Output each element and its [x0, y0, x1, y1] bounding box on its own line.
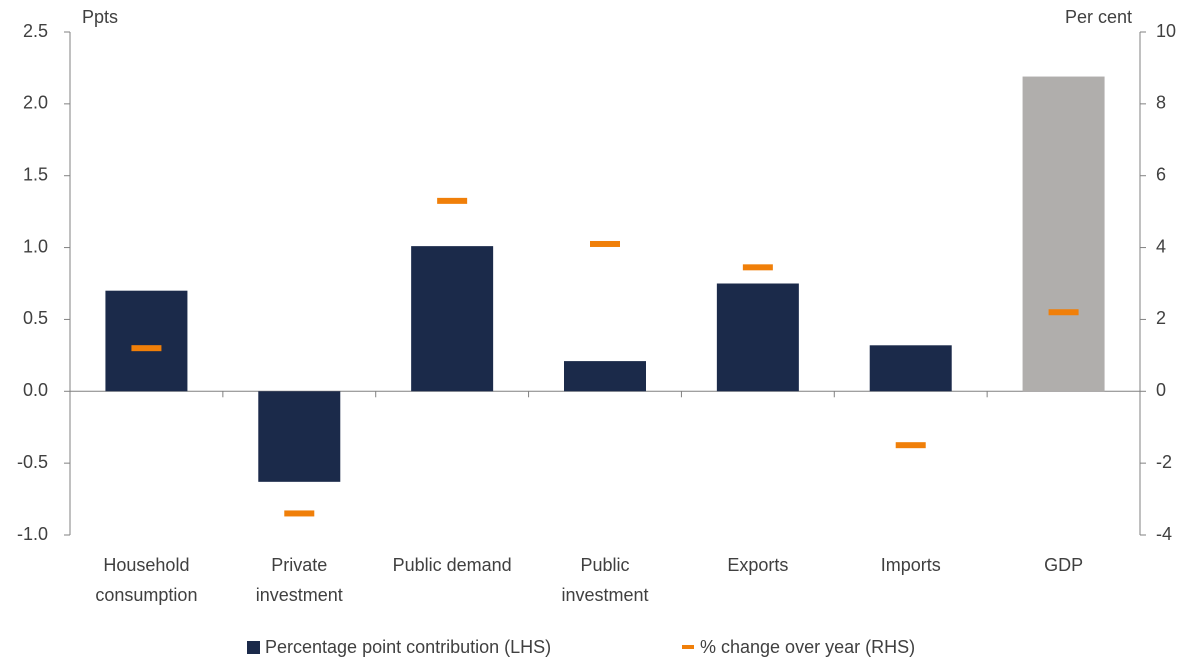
- y2-tick-label: -4: [1156, 524, 1172, 544]
- x-tick-label: Exports: [727, 555, 788, 575]
- x-tick-label: Private investment: [256, 555, 343, 605]
- x-tick-label: Public demand: [393, 555, 512, 575]
- marker: [742, 264, 773, 271]
- legend-label: % change over year (RHS): [700, 637, 915, 657]
- y2-tick-label: 10: [1156, 21, 1176, 41]
- marker: [590, 240, 620, 247]
- marker: [1048, 309, 1079, 316]
- y-tick-label: -1.0: [17, 524, 48, 544]
- marker: [284, 510, 315, 517]
- y2-tick-label: 4: [1156, 236, 1166, 256]
- bar: [105, 290, 188, 392]
- y-tick-label: 0.0: [23, 380, 48, 400]
- legend-label: Percentage point contribution (LHS): [265, 637, 551, 657]
- x-tick-label: Public investment: [561, 555, 648, 605]
- marker: [895, 442, 926, 449]
- y2-tick-label: 8: [1156, 93, 1166, 113]
- x-tick-label: GDP: [1044, 555, 1083, 575]
- y-tick-label: 2.0: [23, 93, 48, 113]
- bar: [1022, 76, 1105, 392]
- bar: [258, 391, 341, 482]
- legend-swatch: [247, 641, 260, 654]
- y-tick-label: 2.5: [23, 21, 48, 41]
- x-tick-label: Imports: [881, 555, 941, 575]
- bar: [564, 361, 646, 392]
- bar: [716, 283, 799, 392]
- legend-swatch: [682, 645, 694, 649]
- y2-tick-label: 0: [1156, 380, 1166, 400]
- marker: [437, 197, 468, 204]
- marker: [131, 345, 162, 352]
- y-tick-label: 0.5: [23, 308, 48, 328]
- y2-tick-label: -2: [1156, 452, 1172, 472]
- y2-tick-label: 6: [1156, 164, 1166, 184]
- y-tick-label: -0.5: [17, 452, 48, 472]
- y-tick-label: 1.5: [23, 164, 48, 184]
- x-tick-label: Household consumption: [95, 555, 197, 605]
- y-axis-label: Ppts: [82, 7, 118, 27]
- y-tick-label: 1.0: [23, 236, 48, 256]
- y2-tick-label: 2: [1156, 308, 1166, 328]
- y2-axis-label: Per cent: [1065, 7, 1132, 27]
- bar: [869, 345, 952, 392]
- bar: [411, 246, 494, 392]
